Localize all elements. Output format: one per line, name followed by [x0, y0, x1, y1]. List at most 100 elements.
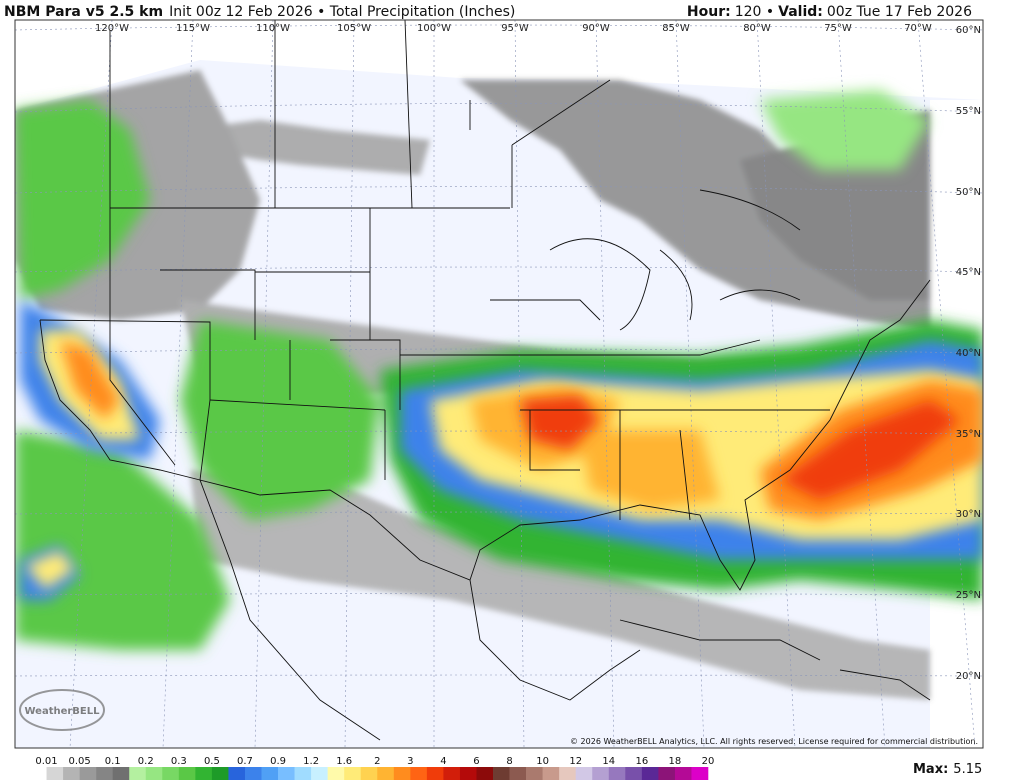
colorbar-label: 0.3: [171, 756, 187, 767]
colorbar-label: 0.9: [270, 756, 286, 767]
colorbar-swatch: [79, 767, 97, 780]
header-right: Hour: 120 • Valid: 00z Tue 17 Feb 2026: [687, 4, 972, 20]
colorbar-label: 6: [473, 756, 479, 767]
hour-text: 120 •: [735, 4, 774, 20]
colorbar-swatch: [493, 767, 510, 780]
colorbar-swatch: [228, 767, 246, 780]
colorbar-swatch: [46, 767, 64, 780]
colorbar-label: 20: [702, 756, 715, 767]
lon-label: 100°W: [417, 23, 451, 34]
colorbar-swatch: [327, 767, 345, 780]
colorbar-label: 14: [602, 756, 615, 767]
colorbar-swatch: [393, 767, 411, 780]
colorbar-swatch: [294, 767, 312, 780]
colorbar-label: 3: [407, 756, 413, 767]
colorbar-swatch: [426, 767, 444, 780]
lat-label: 60°N: [956, 25, 981, 36]
colorbar-swatch: [162, 767, 180, 780]
header-left: NBM Para v5 2.5 km Init 00z 12 Feb 2026 •…: [4, 4, 515, 20]
colorbar-label: 18: [669, 756, 682, 767]
lon-label: 95°W: [501, 23, 529, 34]
copyright: © 2026 WeatherBELL Analytics, LLC. All r…: [570, 737, 978, 746]
outside-domain: [15, 20, 983, 110]
colorbar-swatch: [509, 767, 527, 780]
valid-label: Valid:: [778, 4, 823, 20]
logo-text: WeatherBELL: [24, 706, 100, 717]
colorbar-label: 12: [569, 756, 582, 767]
max-info: Max: 5.15: [913, 762, 982, 777]
colorbar-swatch: [625, 767, 643, 780]
colorbar-swatch: [195, 767, 213, 780]
colorbar-swatch: [311, 767, 328, 780]
colorbar-swatch: [526, 767, 543, 780]
lat-label: 35°N: [956, 429, 981, 440]
colorbar-swatch: [344, 767, 362, 780]
colorbar-swatch: [641, 767, 659, 780]
colorbar-swatch: [377, 767, 395, 780]
lat-label: 30°N: [956, 509, 981, 520]
colorbar-label: 0.1: [105, 756, 121, 767]
lon-label: 90°W: [582, 23, 610, 34]
colorbar-swatch: [96, 767, 113, 780]
colorbar-label: 1.2: [303, 756, 319, 767]
colorbar-swatch: [30, 767, 47, 780]
colorbar-label: 16: [635, 756, 648, 767]
colorbar-swatch: [575, 767, 593, 780]
lon-label: 80°W: [743, 23, 771, 34]
colorbar-swatch: [443, 767, 461, 780]
colorbar-swatch: [608, 767, 626, 780]
lon-label: 115°W: [176, 23, 210, 34]
init-product: Init 00z 12 Feb 2026 • Total Precipitati…: [169, 4, 515, 20]
lon-label: 105°W: [337, 23, 371, 34]
colorbar-label: 1.6: [336, 756, 352, 767]
colorbar-label: 0.2: [138, 756, 154, 767]
colorbar-swatch: [278, 767, 295, 780]
colorbar-swatch: [145, 767, 163, 780]
colorbar-swatch: [360, 767, 378, 780]
colorbar-swatch: [211, 767, 229, 780]
colorbar-swatch: [459, 767, 477, 780]
colorbar-label: 0.7: [237, 756, 253, 767]
borders: [39, 20, 931, 741]
colorbar-swatch: [542, 767, 560, 780]
lon-label: 110°W: [256, 23, 290, 34]
model-name: NBM Para v5 2.5 km: [4, 4, 163, 20]
colorbar-label: 0.05: [68, 756, 90, 767]
map-frame: [14, 19, 984, 749]
colorbar-swatch: [178, 767, 196, 780]
colorbar-swatch: [410, 767, 428, 780]
colorbar-label: 0.5: [204, 756, 220, 767]
colorbar-swatch: [261, 767, 279, 780]
colorbar-swatch: [63, 767, 80, 780]
max-label: Max:: [913, 762, 948, 777]
colorbar-swatch: [674, 767, 692, 780]
colorbar-swatch: [658, 767, 676, 780]
lon-label: 120°W: [95, 23, 129, 34]
max-value: 5.15: [953, 762, 982, 777]
lon-label: 85°W: [662, 23, 690, 34]
lat-label: 55°N: [956, 106, 981, 117]
valid-text: 00z Tue 17 Feb 2026: [827, 4, 972, 20]
lat-label: 50°N: [956, 187, 981, 198]
colorbar-swatch: [129, 767, 147, 780]
colorbar-label: 8: [506, 756, 512, 767]
hour-label: Hour:: [687, 4, 731, 20]
colorbar-label: 0.01: [35, 756, 57, 767]
colorbar-swatch: [244, 767, 262, 780]
colorbar-swatch: [476, 767, 494, 780]
colorbar-swatch: [592, 767, 610, 780]
colorbar: 0.01 0.05 0.1 0.2 0.3 0.5 0.7 0.9 1.2 1.6 2 3 4 6 8 10 1…: [30, 756, 714, 780]
precip-red: [520, 395, 960, 500]
colorbar-label: 4: [440, 756, 446, 767]
lat-label: 45°N: [956, 267, 981, 278]
lon-label: 70°W: [904, 23, 932, 34]
map: 120°W 115°W 110°W 105°W 100°W 95°W 90°W …: [15, 20, 983, 748]
colorbar-swatch: [112, 767, 130, 780]
logo: WeatherBELL: [19, 689, 105, 731]
colorbar-label: 2: [374, 756, 380, 767]
lat-label: 25°N: [956, 590, 981, 601]
lat-label: 40°N: [956, 348, 981, 359]
colorbar-swatch: [691, 767, 709, 780]
lat-label: 20°N: [956, 671, 981, 682]
